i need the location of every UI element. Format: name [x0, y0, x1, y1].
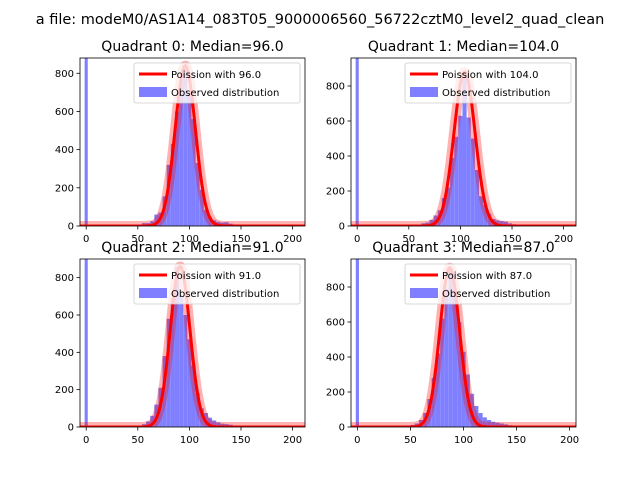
y-tick-label: 600 [326, 318, 345, 329]
subplot-title: Quadrant 1: Median=104.0 [368, 39, 559, 55]
y-tick-label: 600 [55, 311, 74, 322]
y-tick-label: 800 [55, 273, 74, 284]
y-tick-label: 200 [326, 388, 345, 399]
figure-suptitle: a file: modeM0/AS1A14_083T05_9000006560_… [36, 12, 605, 28]
histogram-bar-zero-spike [356, 259, 359, 427]
subplot-title: Quadrant 3: Median=87.0 [372, 240, 554, 256]
y-tick-label: 0 [339, 222, 345, 233]
legend: Poission with 91.0 Observed distribution [134, 264, 300, 304]
y-tick-label: 200 [326, 187, 345, 198]
legend-observed-swatch [410, 87, 438, 97]
legend-observed-label: Observed distribution [171, 289, 279, 300]
legend-poisson-label: Poission with 87.0 [442, 271, 532, 282]
histogram-bar-zero-spike [85, 259, 88, 427]
histogram-bar-zero-spike [85, 58, 88, 226]
x-tick-label: 100 [180, 435, 199, 446]
y-tick-label: 0 [339, 423, 345, 434]
y-tick-label: 200 [55, 385, 74, 396]
y-tick-label: 400 [326, 353, 345, 364]
x-tick-label: 0 [354, 435, 360, 446]
x-tick-label: 200 [283, 234, 302, 245]
x-tick-label: 200 [283, 435, 302, 446]
x-tick-label: 0 [354, 234, 360, 245]
x-tick-label: 100 [454, 435, 473, 446]
x-tick-label: 150 [507, 435, 526, 446]
x-tick-label: 200 [554, 234, 573, 245]
x-tick-label: 150 [231, 435, 250, 446]
x-tick-label: 0 [83, 234, 89, 245]
y-tick-label: 0 [68, 423, 74, 434]
legend-observed-label: Observed distribution [171, 88, 279, 99]
legend: Poission with 104.0 Observed distribution [405, 63, 571, 103]
x-tick-label: 50 [131, 435, 144, 446]
legend-observed-swatch [139, 288, 167, 298]
y-tick-label: 400 [55, 348, 74, 359]
y-tick-label: 800 [326, 82, 345, 93]
subplot-quadrant-2: 0 50 100 150 200 0 200 400 600 800 Quadrant 2: Med… [55, 240, 305, 446]
subplot-quadrant-3: 0 50 100 150 200 0 200 400 600 800 Quadrant 3: Med… [326, 240, 579, 446]
y-tick-label: 800 [326, 283, 345, 294]
y-tick-label: 600 [326, 117, 345, 128]
x-tick-label: 0 [83, 435, 89, 446]
subplot-title: Quadrant 0: Median=96.0 [101, 39, 283, 55]
legend-poisson-label: Poission with 96.0 [171, 70, 261, 81]
y-tick-label: 200 [55, 183, 74, 194]
legend-poisson-label: Poission with 104.0 [442, 70, 538, 81]
legend: Poission with 96.0 Observed distribution [134, 63, 300, 103]
legend-observed-swatch [139, 87, 167, 97]
y-tick-label: 800 [55, 69, 74, 80]
y-tick-label: 400 [55, 145, 74, 156]
y-tick-label: 400 [326, 152, 345, 163]
legend-observed-label: Observed distribution [442, 88, 550, 99]
histogram-bar-zero-spike [356, 58, 359, 226]
legend-observed-label: Observed distribution [442, 289, 550, 300]
legend: Poission with 87.0 Observed distribution [405, 264, 571, 304]
subplot-title: Quadrant 2: Median=91.0 [101, 240, 283, 256]
x-tick-label: 50 [404, 435, 417, 446]
x-tick-label: 200 [560, 435, 579, 446]
y-tick-label: 600 [55, 107, 74, 118]
y-tick-label: 0 [68, 222, 74, 233]
histogram-bar [467, 118, 471, 227]
legend-poisson-label: Poission with 91.0 [171, 271, 261, 282]
legend-observed-swatch [410, 288, 438, 298]
histogram-bar [179, 296, 183, 427]
